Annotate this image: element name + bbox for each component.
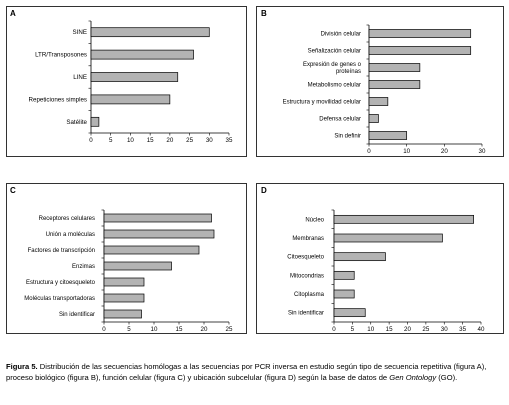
x-tick-label: 20 [404, 326, 411, 333]
category-label: Membranas [292, 236, 324, 242]
category-label: LTR/Transposones [35, 52, 87, 59]
category-label: Unión a moléculas [46, 232, 95, 238]
caption-tail: (GO). [438, 372, 458, 382]
chart-panel-b: B División celular Señalización celular Exp… [256, 6, 504, 157]
category-label: Factores de transcripción [28, 248, 95, 254]
bar [103, 293, 145, 303]
bar [333, 233, 443, 243]
x-tick-label: 20 [441, 148, 448, 155]
bar [90, 27, 210, 38]
bar [333, 214, 474, 224]
x-tick-label: 25 [422, 326, 429, 333]
x-tick-label: 25 [226, 326, 233, 333]
category-label: Satélite [66, 119, 87, 126]
bar [333, 270, 355, 280]
category-label: Núcleo [305, 217, 324, 223]
bar [368, 131, 408, 140]
bar [368, 114, 379, 123]
bar [333, 308, 366, 318]
x-tick-label: 20 [201, 326, 208, 333]
category-label: Expresión de genes o proteínas [303, 62, 362, 75]
caption-label: Figura 5. [6, 362, 38, 371]
caption-italic-term: Gen Ontology [389, 372, 437, 382]
category-label: Señalización celular [308, 49, 361, 55]
panel-letter: B [261, 9, 267, 18]
category-label: Moléculas transportadoras [24, 296, 95, 302]
bar [333, 289, 355, 299]
chart-panel-a: A SINE LTR/Transposones LINE Repeticiones si… [6, 6, 247, 157]
panel-letter: A [10, 9, 16, 18]
category-label: Sin identificar [59, 312, 95, 318]
bar [368, 80, 421, 89]
category-label: Estructura y citoesqueleto [26, 280, 96, 286]
category-label: Metabolismo celular [308, 83, 361, 89]
category-label: Repeticiones simples [29, 96, 87, 103]
category-label: Mitocondrias [290, 273, 324, 279]
x-tick-label: 35 [459, 326, 466, 333]
category-label: Citoplasma [294, 292, 325, 298]
x-tick-label: 15 [176, 326, 183, 333]
chart-panel-d: D Núcleo Membranas Citoesqueleto Mitocondria… [256, 183, 504, 334]
x-tick-label: 15 [386, 326, 393, 333]
chart-panel-c: C Receptores celulares Unión a moléculas Fa… [6, 183, 247, 334]
bar [103, 229, 215, 239]
x-tick-label: 0 [102, 326, 106, 333]
category-label: LINE [73, 74, 87, 81]
bar [103, 213, 212, 223]
panel-letter: C [10, 186, 16, 195]
x-tick-label: 5 [351, 326, 355, 333]
x-tick-label: 0 [332, 326, 336, 333]
x-tick-label: 40 [478, 326, 485, 333]
x-tick-label: 25 [186, 137, 193, 144]
x-tick-label: 10 [127, 137, 134, 144]
x-tick-label: 0 [89, 137, 93, 144]
bar [368, 63, 421, 72]
figure-caption: Figura 5. Distribución de las secuencias… [6, 362, 506, 383]
category-label: Sin identificar [288, 311, 324, 317]
category-label: Sin definir [334, 134, 361, 140]
category-label: SINE [73, 29, 87, 36]
panel-border [6, 6, 247, 157]
category-label: Enzimas [72, 264, 95, 270]
bar [368, 46, 472, 55]
x-tick-label: 10 [403, 148, 410, 155]
panel-border [6, 183, 247, 334]
category-label: Estructura y movilidad celular [283, 100, 361, 106]
bar [103, 245, 200, 255]
category-label: Citoesqueleto [287, 255, 324, 261]
x-tick-label: 30 [206, 137, 213, 144]
bar [368, 97, 389, 106]
x-tick-label: 30 [479, 148, 486, 155]
x-tick-label: 20 [166, 137, 173, 144]
x-tick-label: 35 [226, 137, 233, 144]
category-label: División celular [321, 32, 361, 38]
x-tick-label: 15 [147, 137, 154, 144]
bar [103, 309, 142, 319]
x-tick-label: 10 [151, 326, 158, 333]
bar [90, 49, 194, 60]
category-label: Defensa celular [319, 117, 361, 123]
bar [333, 252, 386, 262]
x-tick-label: 10 [367, 326, 374, 333]
category-label: Receptores celulares [39, 216, 95, 222]
x-tick-label: 30 [441, 326, 448, 333]
bar [90, 116, 100, 127]
bar [103, 261, 172, 271]
panel-letter: D [261, 186, 267, 195]
bar [103, 277, 145, 287]
panel-border [256, 6, 504, 157]
bar [90, 94, 171, 105]
bar [368, 29, 472, 38]
x-tick-label: 5 [109, 137, 113, 144]
x-tick-label: 0 [367, 148, 371, 155]
caption-text: Distribución de las secuencias homólogas… [6, 362, 487, 382]
bar [90, 72, 179, 82]
x-tick-label: 5 [127, 326, 131, 333]
panel-border [256, 183, 504, 334]
